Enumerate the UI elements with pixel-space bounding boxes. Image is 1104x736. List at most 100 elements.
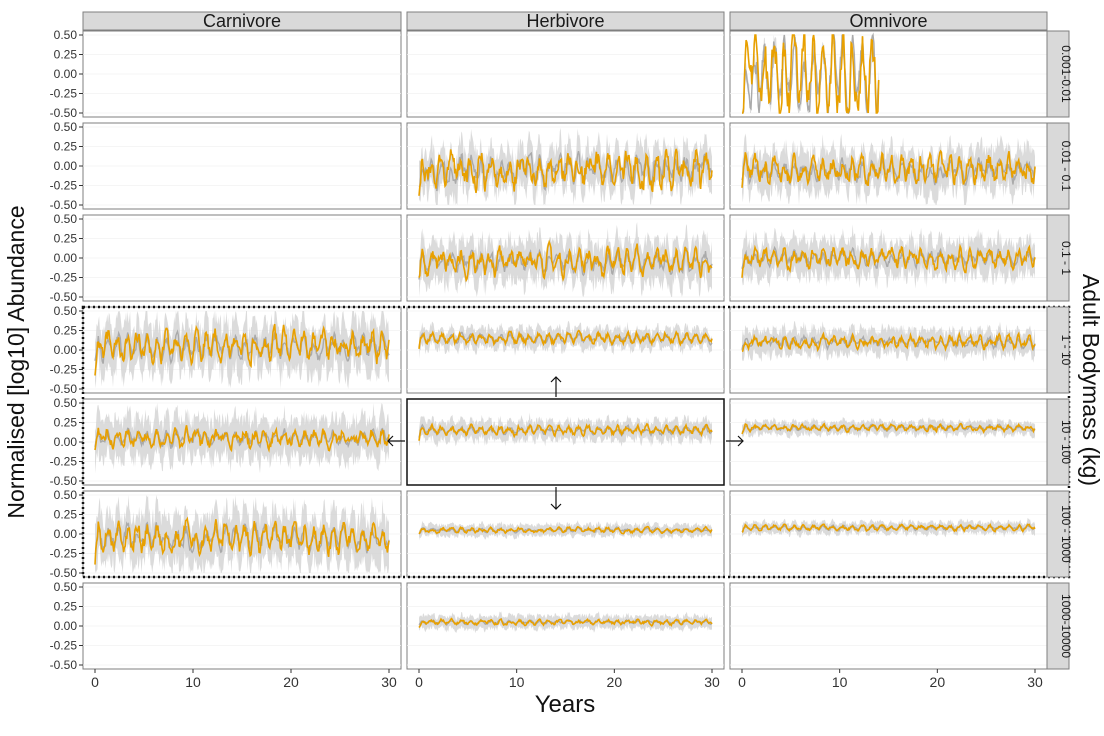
row-strip-10-100 <box>1046 398 1070 486</box>
y-tick-label: 0.50 <box>54 304 78 318</box>
orange-series-line <box>418 148 713 196</box>
y-tick-label: 0.50 <box>54 28 78 42</box>
y-tick-label: 0.25 <box>54 508 78 522</box>
row-label-0-01-0-1: 0.01 - 0.1 <box>1059 141 1073 192</box>
arrow-right <box>726 435 744 447</box>
y-tick-label: -0.25 <box>50 179 78 193</box>
y-tick-label: 0.25 <box>54 600 78 614</box>
arrow-left <box>387 435 405 447</box>
y-tick-label: 0.25 <box>54 324 78 338</box>
column-strip-carnivore <box>82 11 402 31</box>
orange-series-line <box>742 34 880 115</box>
orange-series-line <box>94 323 390 376</box>
confidence-band <box>419 412 712 448</box>
x-tick-label: 30 <box>1027 674 1043 690</box>
orange-series-line <box>418 239 713 283</box>
series-group-carnivore-10-100 <box>94 403 390 474</box>
orange-series-line <box>741 422 1036 435</box>
x-tick-label: 30 <box>704 674 720 690</box>
column-strip-omnivore <box>729 11 1048 31</box>
y-tick-label: 0.00 <box>54 251 78 265</box>
y-tick-label: -0.25 <box>50 87 78 101</box>
y-axis-label: Normalised [log10] Abundance <box>3 205 29 518</box>
row-label-100-1000: 100 - 1000 <box>1059 505 1073 563</box>
arrow-down <box>550 487 562 510</box>
x-tick-label: 10 <box>832 674 848 690</box>
confidence-band <box>742 224 1035 290</box>
y-tick-label: 0.00 <box>54 527 78 541</box>
row-strip-0-001-0-01 <box>1046 30 1070 118</box>
column-strip-herbivore <box>406 11 725 31</box>
orange-series-line <box>741 243 1036 278</box>
y-tick-label: 0.50 <box>54 212 78 226</box>
x-tick-label: 20 <box>607 674 623 690</box>
panel-carnivore-0-1-1 <box>82 214 402 302</box>
y-tick-label: -0.50 <box>50 474 78 488</box>
y-tick-label: -0.25 <box>50 455 78 469</box>
row-strip-0-01-0-1 <box>1046 122 1070 210</box>
orange-series-line <box>418 422 713 441</box>
panel-omnivore-10-100 <box>729 398 1048 486</box>
x-tick-label: 10 <box>509 674 525 690</box>
x-tick-label: 0 <box>738 674 746 690</box>
column-label-carnivore: Carnivore <box>203 11 281 31</box>
panel-omnivore-1000-10000 <box>729 582 1048 670</box>
series-group-carnivore-1-10 <box>94 311 390 389</box>
series-group-omnivore-0-01-0-1 <box>741 133 1036 205</box>
orange-series-line <box>418 525 713 535</box>
y-tick-label: 0.00 <box>54 159 78 173</box>
series-group-herbivore-1000-10000 <box>418 611 713 634</box>
series-group-herbivore-0-01-0-1 <box>418 127 713 205</box>
series-group-carnivore-100-1000 <box>94 495 390 573</box>
row-label-1-10: 1 - 10 <box>1059 335 1073 366</box>
row-label-10-100: 10 - 100 <box>1059 420 1073 464</box>
column-label-omnivore: Omnivore <box>849 11 927 31</box>
orange-series-line <box>418 617 713 628</box>
x-tick-label: 20 <box>283 674 299 690</box>
row-strip-1-10 <box>1046 306 1070 394</box>
orange-series-line <box>94 516 390 565</box>
column-label-herbivore: Herbivore <box>526 11 604 31</box>
series-group-herbivore-10-100 <box>418 412 713 448</box>
panel-carnivore-0-01-0-1 <box>82 122 402 210</box>
y-tick-label: 0.50 <box>54 580 78 594</box>
y-tick-label: 0.25 <box>54 48 78 62</box>
facet-row-title: Adult Bodymass (kg) <box>1078 274 1104 486</box>
series-group-omnivore-100-1000 <box>741 517 1036 538</box>
series-group-omnivore-0-001-0-01 <box>742 32 880 115</box>
y-tick-label: -0.25 <box>50 639 78 653</box>
orange-series-line <box>741 149 1036 188</box>
orange-series-line <box>418 329 713 350</box>
y-tick-label: 0.50 <box>54 120 78 134</box>
y-tick-label: -0.50 <box>50 290 78 304</box>
x-tick-label: 10 <box>185 674 201 690</box>
orange-series-line <box>94 425 390 453</box>
row-label-0-001-0-01: 0.001-0.01 <box>1059 45 1073 103</box>
x-tick-label: 0 <box>415 674 423 690</box>
y-tick-label: 0.25 <box>54 232 78 246</box>
series-group-herbivore-100-1000 <box>418 520 713 541</box>
x-axis-label: Years <box>535 691 596 718</box>
series-group-herbivore-0-1-1 <box>418 222 713 297</box>
x-tick-label: 30 <box>381 674 397 690</box>
y-tick-label: 0.00 <box>54 343 78 357</box>
row-label-0-1-1: 0.1 - 1 <box>1059 241 1073 275</box>
y-tick-label: -0.25 <box>50 363 78 377</box>
row-strip-100-1000 <box>1046 490 1070 578</box>
y-tick-label: 0.50 <box>54 396 78 410</box>
x-tick-label: 0 <box>91 674 99 690</box>
y-tick-label: -0.50 <box>50 198 78 212</box>
focus-panel-box <box>406 398 725 486</box>
panel-herbivore-10-100 <box>406 398 725 486</box>
series-group-omnivore-10-100 <box>741 417 1036 439</box>
series-group-omnivore-0-1-1 <box>741 224 1036 290</box>
grey-series-line <box>94 329 390 365</box>
y-tick-label: 0.25 <box>54 416 78 430</box>
panel-herbivore-1-10 <box>406 306 725 394</box>
y-tick-label: 0.50 <box>54 488 78 502</box>
row-strip-1000-10000 <box>1046 582 1070 670</box>
row-strip-0-1-1 <box>1046 214 1070 302</box>
y-tick-label: 0.00 <box>54 67 78 81</box>
